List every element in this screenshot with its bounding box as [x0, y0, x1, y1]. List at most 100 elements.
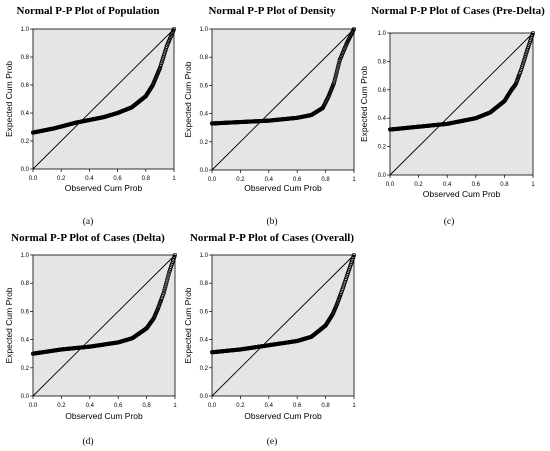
data-point	[522, 57, 527, 62]
x-tick-label: 0.4	[86, 403, 95, 409]
panel-caption: (a)	[83, 216, 94, 227]
chart-title: Normal P-P Plot of Population	[17, 5, 160, 17]
panel-caption: (e)	[267, 436, 278, 447]
data-point	[161, 55, 166, 60]
x-tick-label: 0.8	[142, 403, 151, 409]
data-point	[522, 55, 528, 60]
chart-title: Normal P-P Plot of Cases (Overall)	[190, 232, 354, 244]
x-tick-label: 0.4	[85, 176, 94, 182]
x-tick-label: 0.2	[414, 182, 423, 188]
data-point	[530, 30, 536, 36]
x-tick-label: 0.0	[208, 177, 217, 183]
y-axis-label: Expected Cum Prob	[4, 61, 14, 137]
pp-plot-c: Normal P-P Plot of Cases (Pre-Delta) 0.0 0…	[359, 5, 545, 227]
data-point	[162, 51, 167, 56]
data-point	[331, 80, 337, 85]
x-tick-label: 0.6	[472, 182, 481, 188]
y-axis-label: Expected Cum Prob	[359, 66, 369, 142]
y-tick-label: 0.2	[200, 366, 209, 372]
x-tick-label: 0.8	[321, 403, 330, 409]
reference-line	[32, 28, 175, 170]
data-point	[334, 70, 339, 76]
panel-caption: (b)	[266, 216, 277, 227]
y-tick-label: 0.6	[378, 88, 387, 94]
x-tick-label: 1	[172, 176, 176, 182]
y-tick-label: 0.6	[200, 309, 209, 315]
x-tick-label: 0.0	[208, 403, 217, 409]
chart-title: Normal P-P Plot of Cases (Pre-Delta)	[371, 5, 545, 17]
y-tick-label: 0.8	[200, 55, 209, 61]
y-axis-label: Expected Cum Prob	[183, 61, 193, 137]
y-tick-label: 0.8	[200, 281, 209, 287]
chart-title: Normal P-P Plot of Cases (Delta)	[11, 232, 165, 244]
x-axis-label: Observed Cum Prob	[244, 183, 322, 193]
x-tick-label: 0.4	[443, 182, 452, 188]
y-tick-label: 1.0	[200, 27, 209, 33]
data-point	[332, 78, 337, 83]
y-tick-label: 0.2	[21, 139, 30, 145]
y-tick-label: 0.2	[21, 366, 30, 372]
y-tick-label: 0.2	[378, 145, 387, 151]
x-tick-label: 0.0	[29, 176, 38, 182]
y-tick-label: 0.0	[21, 167, 30, 173]
reference-line	[211, 28, 355, 171]
data-point	[158, 64, 163, 69]
y-axis-label: Expected Cum Prob	[183, 287, 193, 363]
data-point	[161, 53, 166, 58]
data-point	[162, 288, 167, 294]
x-tick-label: 0.4	[265, 177, 274, 183]
y-tick-label: 0.0	[21, 394, 30, 400]
data-point	[160, 57, 165, 62]
data-point	[524, 51, 529, 56]
data-point	[335, 65, 341, 70]
y-tick-label: 0.0	[200, 168, 209, 174]
y-tick-label: 1.0	[200, 253, 209, 259]
y-tick-label: 0.8	[21, 55, 30, 61]
data-point	[519, 66, 524, 71]
y-axis-label: Expected Cum Prob	[4, 287, 14, 363]
y-tick-label: 0.0	[200, 394, 209, 400]
x-axis-label: Observed Cum Prob	[65, 411, 143, 421]
data-point	[521, 60, 526, 66]
x-tick-label: 0.0	[386, 182, 395, 188]
reference-line	[32, 254, 176, 397]
data-point	[160, 58, 165, 64]
data-point	[165, 276, 170, 281]
y-tick-label: 0.4	[200, 112, 209, 118]
data-point	[333, 74, 338, 79]
y-tick-label: 0.6	[200, 83, 209, 89]
data-point	[157, 66, 162, 71]
data-point	[332, 76, 338, 81]
x-tick-label: 0.4	[265, 403, 274, 409]
data-point	[334, 68, 340, 74]
pp-plot-b: Normal P-P Plot of Density 0.0 0.2 0.4 0.6 0.…	[183, 5, 356, 227]
x-tick-label: 0.8	[142, 176, 151, 182]
x-axis-label: Observed Cum Prob	[65, 183, 143, 193]
x-tick-label: 0.6	[293, 177, 302, 183]
pp-plot-e: Normal P-P Plot of Cases (Overall) 0.0 0.2…	[183, 232, 356, 447]
reference-line	[389, 32, 534, 176]
y-tick-label: 0.6	[21, 83, 30, 89]
data-point	[521, 59, 526, 64]
x-axis-label: Observed Cum Prob	[244, 411, 322, 421]
data-point	[520, 62, 525, 67]
data-point	[163, 48, 168, 53]
x-axis-label: Observed Cum Prob	[423, 189, 501, 199]
x-tick-label: 1	[173, 403, 177, 409]
y-tick-label: 0.8	[21, 281, 30, 287]
data-point	[351, 252, 357, 258]
data-point	[162, 50, 168, 55]
data-point	[158, 62, 164, 67]
x-tick-label: 1	[531, 182, 535, 188]
data-point	[166, 274, 171, 279]
x-tick-label: 0.2	[57, 176, 66, 182]
y-tick-label: 0.4	[378, 116, 387, 122]
x-tick-label: 0.6	[293, 403, 302, 409]
y-tick-label: 0.8	[378, 59, 387, 65]
data-point	[166, 271, 171, 277]
panel-caption: (c)	[444, 216, 455, 227]
data-point	[335, 66, 340, 72]
data-point	[333, 72, 339, 78]
x-tick-label: 0.2	[236, 177, 245, 183]
reference-line	[211, 254, 355, 397]
